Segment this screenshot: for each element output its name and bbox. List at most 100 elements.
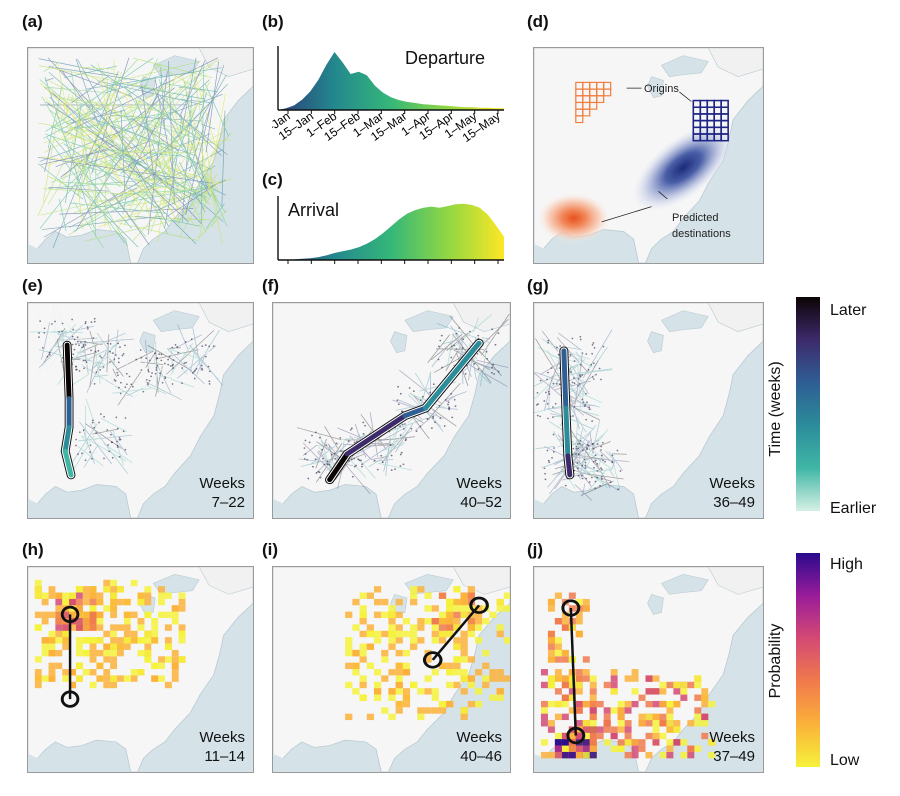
prob-cell [130,669,138,676]
track [370,455,389,461]
prob-cell [547,656,555,663]
panel-label-f: (f) [262,276,279,295]
track [549,362,559,385]
trajectory [120,109,126,193]
grid-dot [82,359,85,362]
grid-dot [600,445,603,448]
weeks-label-g: Weeks 36–49 [709,475,755,511]
grid-dot [571,381,574,384]
grid-dot [577,384,579,387]
prob-cell [694,745,702,752]
panel-label-j: (j) [527,540,544,559]
grid-dot [405,438,407,441]
prob-cell [568,592,576,599]
prob-cell [359,611,367,619]
prob-cell [453,637,461,644]
track [145,384,167,395]
grid-dot [429,391,432,394]
track [534,380,554,400]
prob-cell [474,669,483,676]
track [589,431,594,454]
prob-cell [34,579,42,587]
grid-dot [373,459,376,462]
grid-dot [85,361,88,364]
prob-cell [453,598,461,606]
prob-cell [460,649,468,657]
prob-cell [352,669,360,676]
prob-cell [96,662,104,670]
grid-dot [116,446,119,449]
prob-cell [568,732,576,740]
trajectory [75,158,112,231]
grid-dot [591,443,594,445]
prob-cell [708,739,716,746]
grid-dot [314,431,317,434]
grid-dot [390,454,393,457]
trajectory [78,70,199,133]
grid-dot [601,454,603,457]
prob-cell [171,662,179,670]
grid-dot [75,343,77,345]
prob-cell [554,739,562,746]
grid-dot [323,463,326,466]
grid-dot [577,467,579,470]
trajectory [91,118,197,157]
prob-cell [503,605,510,612]
prob-cell [438,630,447,638]
grid-dot [451,416,454,419]
grid-dot [604,460,606,463]
track [577,364,582,411]
prob-cell [144,611,152,619]
prob-cell [123,618,131,625]
grid-dot [573,360,576,362]
grid-dot [93,426,96,429]
grid-dot [116,371,119,374]
prob-cell [345,649,353,657]
grid-dot [124,448,127,451]
grid-dot [595,373,597,376]
mean-path-segment [64,342,72,401]
prob-cell [438,592,447,599]
track [162,370,183,379]
grid-dot [491,328,494,331]
grid-dot [89,444,92,447]
grid-dot [577,474,580,477]
grid-dot [163,362,166,365]
prob-cell [431,605,439,612]
grid-dot [156,364,159,367]
prob-cell [151,662,159,670]
grid-dot [181,367,184,369]
prob-cell [568,694,576,701]
grid-dot [351,475,354,478]
track [84,438,94,449]
prob-cell [424,618,432,625]
grid-dot [355,464,357,467]
prob-cell [482,662,490,670]
track [167,347,181,349]
grid-dot [94,350,97,353]
prob-cell [82,618,90,625]
trajectory [156,170,197,228]
track [94,374,109,378]
track [71,435,95,473]
mean-path-segment [563,405,571,459]
prob-cell [388,630,396,638]
prob-cell [701,713,709,721]
grid-dot [84,344,87,346]
trajectory [50,125,147,165]
track [337,427,365,440]
grid-dot [399,392,402,395]
track [80,328,84,378]
grid-dot [86,326,89,328]
prob-cell [446,598,454,606]
grid-dot [594,480,597,483]
panel-label-b: (b) [262,12,284,31]
prob-cell [680,751,688,759]
track [385,434,391,477]
prob-cell [395,669,403,676]
prob-cell [164,624,172,631]
prob-cell [554,637,562,644]
prob-cell [395,688,403,695]
prob-cell [589,720,597,727]
trajectory [166,183,218,218]
